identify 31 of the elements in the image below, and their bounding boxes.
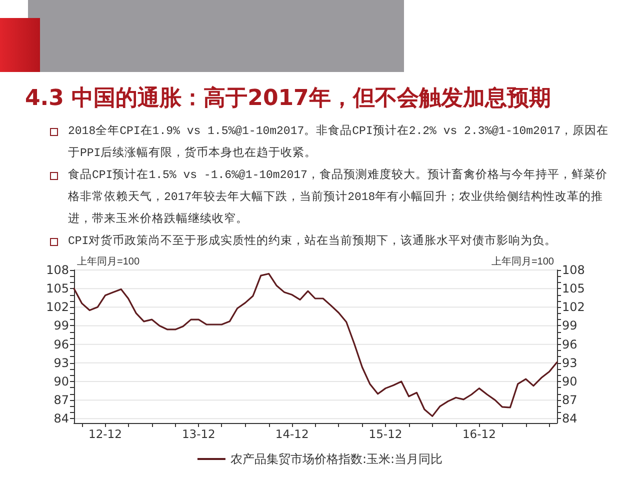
y-tick-label: 84 [54,412,69,426]
text: CPI对货币政策尚不至于形成实质性的约束，站在当前预期下，该通胀水平对债市影响为负。 [68,235,557,248]
y2-tick-label: 87 [562,393,578,408]
chart-title: 4.3 中国的通胀：高于2017年，但不会触发加息预期 [25,85,551,113]
text: 2018全年CPI在1.9% vs 1.5%@1-10m2017。非食品CPI预计在2.2% vs 2.3%@1-10m2017，原因在于PPI后续涨幅有限，货币本身也在趋于收紧。 [68,125,609,160]
y-axis-title: 上年同月=100 [77,256,140,268]
y2-tick-label: 96 [562,337,578,352]
y2-tick-label: 108 [562,263,585,277]
y2-tick-label: 93 [562,356,578,370]
y2-tick-label: 90 [562,374,578,388]
y2-tick-label: 102 [562,300,585,314]
x-tick-label: 14-12 [275,427,309,441]
x-tick-label: 15-12 [368,427,402,441]
y2-tick-label: 99 [562,318,578,333]
y2-tick-label: 84 [562,412,578,426]
y2-axis-title: 上年同月=100 [491,256,554,268]
y-tick-label: 90 [54,374,69,388]
y-tick-label: 102 [46,300,69,314]
x-tick-label: 13-12 [182,427,216,441]
text: 食品CPI预计在1.5% vs -1.6%@1-10m2017，食品预测难度较大。预计畜禽价格与今年持平，鲜菜价格非常依赖天气，2017年较去年大幅下跌，当前预计2018年有小幅回升；农业供给侧结构性改革的推进，带来玉米价格跌幅继续收窄。 [68,169,608,226]
y-tick-label: 99 [54,318,69,333]
legend-label: 农产品集贸市场价格指数:玉米:当月同比 [230,452,443,466]
y2-tick-label: 105 [562,282,585,296]
y-tick-label: 87 [54,393,69,408]
y-tick-label: 108 [46,263,69,277]
y-tick-label: 96 [54,337,69,352]
x-tick-label: 16-12 [462,427,496,441]
x-tick-label: 12-12 [88,427,122,441]
y-tick-label: 105 [46,282,69,296]
line-series [73,272,558,417]
y-tick-label: 93 [54,356,69,370]
